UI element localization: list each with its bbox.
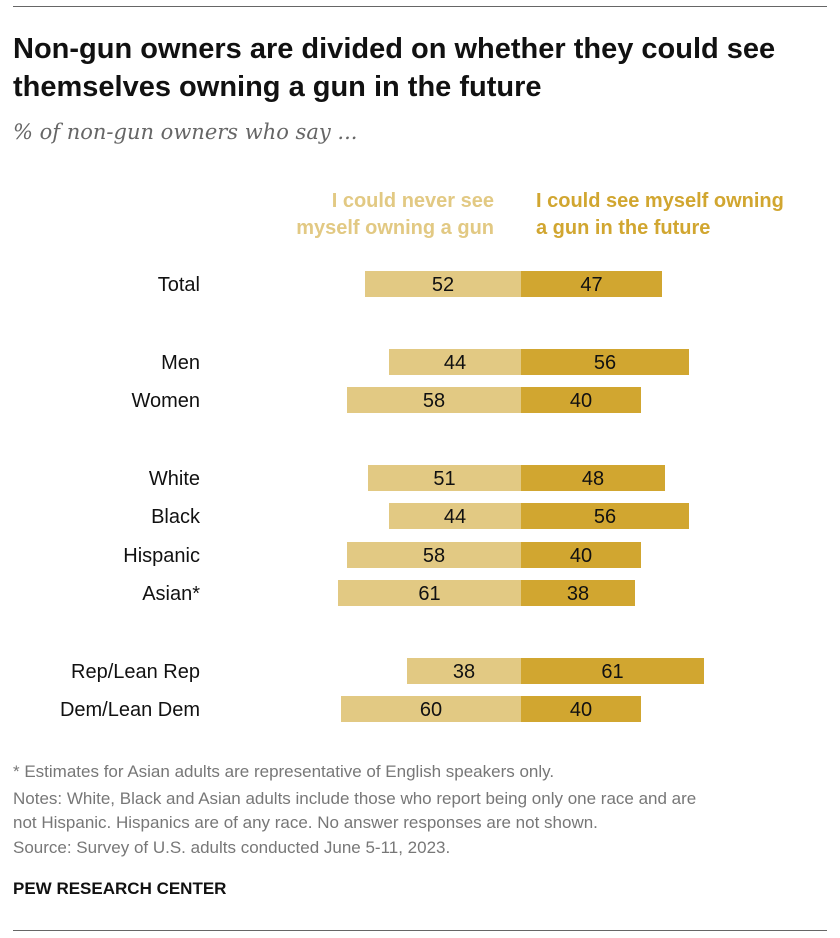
data-label-could: 61 xyxy=(601,661,623,683)
data-label-never: 44 xyxy=(444,352,466,374)
bar-plot: Total 52 47 Men 44 56 Women 58 40 White 51 48 Black 4… xyxy=(60,271,704,722)
brand-logo-text: PEW RESEARCH CENTER xyxy=(13,879,227,898)
notes-line1: Notes: White, Black and Asian adults inc… xyxy=(13,789,697,808)
bar-never xyxy=(389,503,521,529)
category-label: Black xyxy=(151,506,201,528)
data-label-could: 48 xyxy=(582,468,604,490)
bar-could xyxy=(521,658,704,684)
bar-never xyxy=(347,542,521,568)
legend-never-line1: I could never see xyxy=(331,190,494,212)
legend-could: I could see myself owning a gun in the f… xyxy=(536,188,784,242)
data-label-never: 61 xyxy=(418,583,440,605)
data-label-never: 58 xyxy=(423,545,445,567)
category-label: Men xyxy=(161,352,200,374)
notes-line2: not Hispanic. Hispanics are of any race.… xyxy=(13,813,598,832)
chart-subtitle: % of non-gun owners who say ... xyxy=(13,120,358,144)
bar-never xyxy=(368,465,521,491)
legend-could-line2: a gun in the future xyxy=(536,217,711,239)
data-label-could: 38 xyxy=(567,583,589,605)
bar-never xyxy=(365,271,521,297)
bar-could xyxy=(521,696,641,722)
data-label-never: 52 xyxy=(432,274,454,296)
bar-never xyxy=(338,580,521,606)
category-label: Dem/Lean Dem xyxy=(60,699,200,721)
data-label-never: 51 xyxy=(433,468,455,490)
chart-title: Non-gun owners are divided on whether th… xyxy=(13,33,776,103)
source-note: Source: Survey of U.S. adults conducted … xyxy=(13,838,451,857)
data-label-could: 56 xyxy=(594,352,616,374)
data-label-could: 40 xyxy=(570,545,592,567)
bar-could xyxy=(521,542,641,568)
bottom-rule xyxy=(13,930,827,931)
bar-could xyxy=(521,503,689,529)
category-label: Rep/Lean Rep xyxy=(71,661,200,683)
category-label: Asian* xyxy=(142,583,200,605)
legend-never: I could never see myself owning a gun xyxy=(296,188,494,242)
data-label-could: 40 xyxy=(570,390,592,412)
bar-never xyxy=(347,387,521,413)
data-label-could: 47 xyxy=(580,274,602,296)
bar-could xyxy=(521,580,635,606)
bar-could xyxy=(521,465,665,491)
data-label-could: 40 xyxy=(570,699,592,721)
bar-could xyxy=(521,387,641,413)
category-label: Total xyxy=(158,274,200,296)
data-label-never: 44 xyxy=(444,506,466,528)
data-label-never: 58 xyxy=(423,390,445,412)
bar-could xyxy=(521,349,689,375)
category-label: Hispanic xyxy=(123,545,200,567)
bar-could xyxy=(521,271,662,297)
top-rule xyxy=(13,6,827,7)
data-label-never: 60 xyxy=(420,699,442,721)
asterisk-note: * Estimates for Asian adults are represe… xyxy=(13,762,555,781)
legend-could-line1: I could see myself owning xyxy=(536,190,784,212)
category-label: White xyxy=(149,468,200,490)
legend-never-line2: myself owning a gun xyxy=(296,217,494,239)
data-label-could: 56 xyxy=(594,506,616,528)
bar-never xyxy=(389,349,521,375)
category-label: Women xyxy=(131,390,200,412)
bar-never xyxy=(341,696,521,722)
bar-never xyxy=(407,658,521,684)
data-label-never: 38 xyxy=(453,661,475,683)
